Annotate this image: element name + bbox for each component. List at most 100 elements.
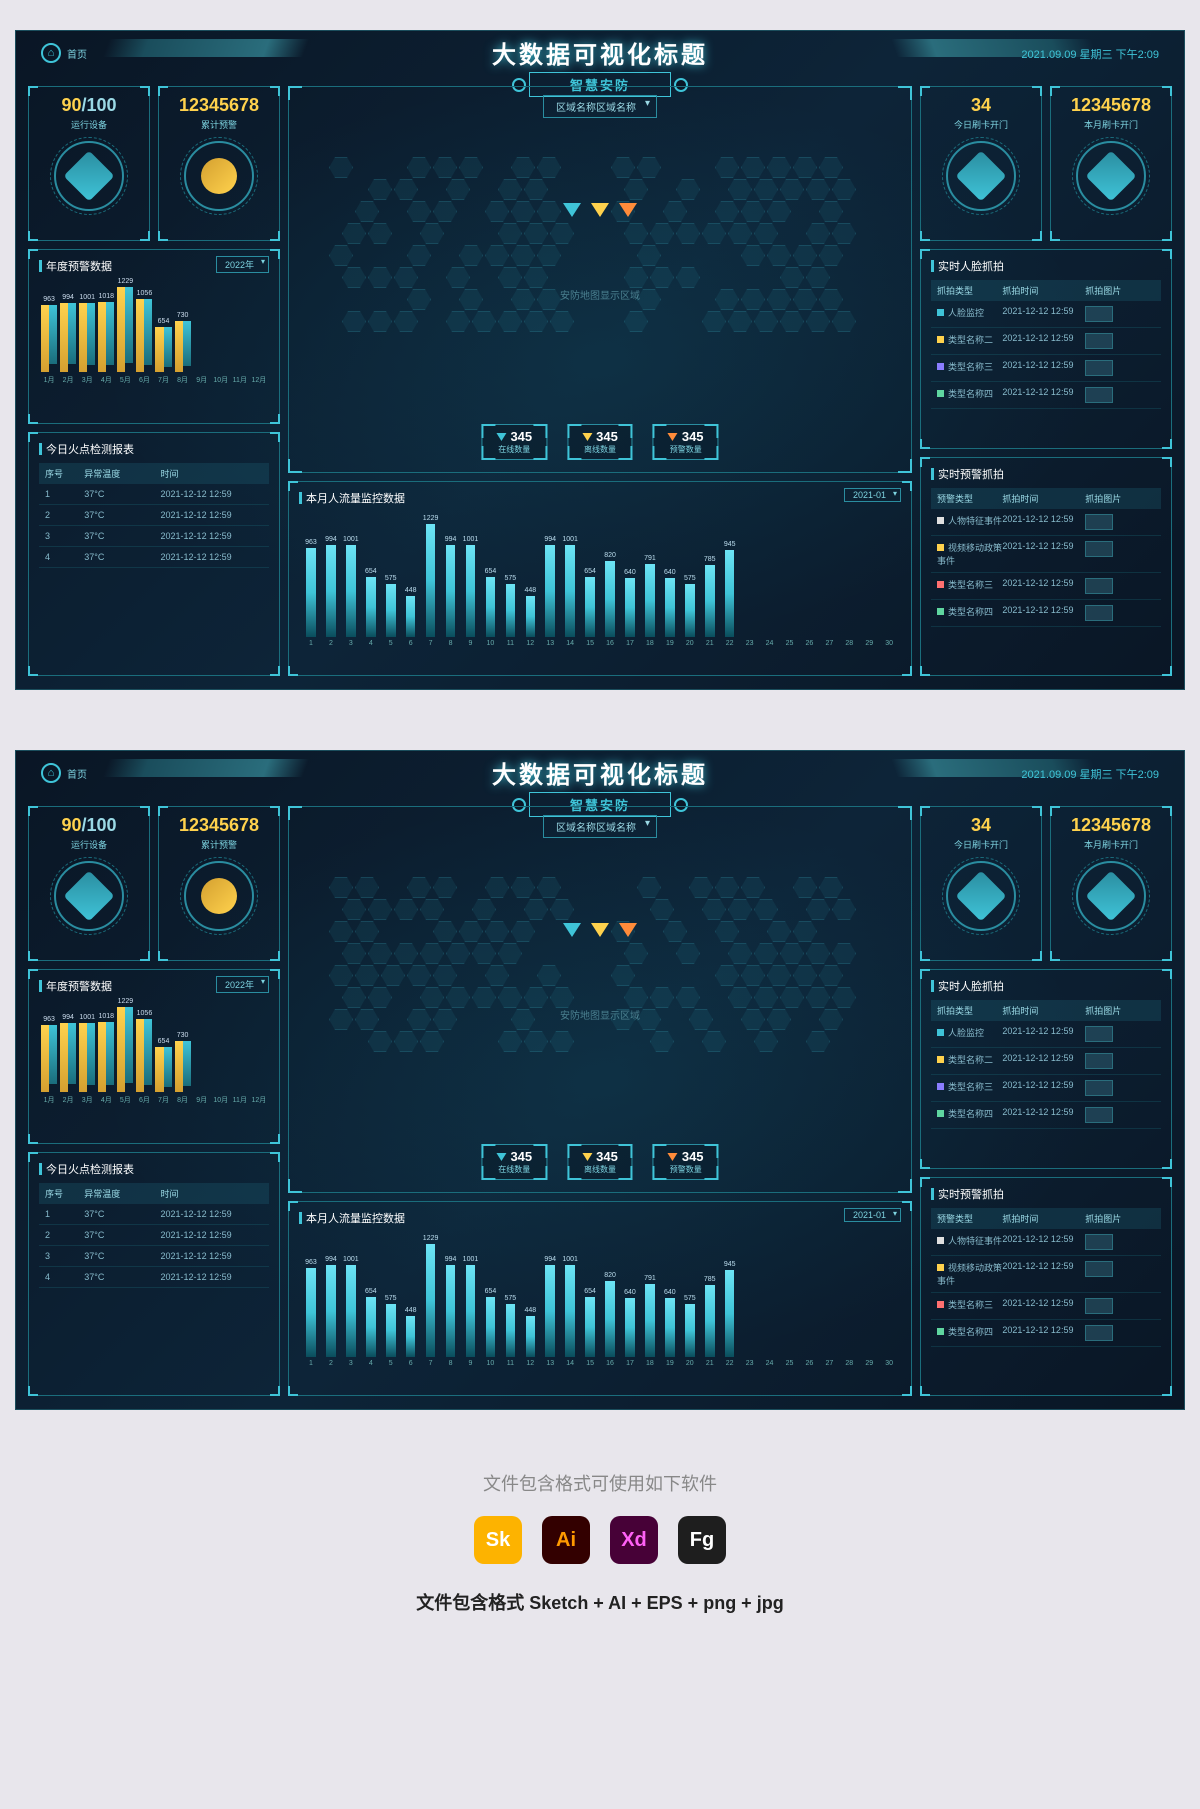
caption-area: 文件包含格式可使用如下软件 SkAiXdFg 文件包含格式 Sketch + A… [15, 1470, 1185, 1615]
annual-bar-chart: 963 1月 994 2月 1001 3月 1018 4月 1229 5月 10… [39, 280, 269, 385]
region-select[interactable]: 区域名称区域名称 [543, 815, 657, 838]
flow-bar: 1001 3 [343, 1256, 359, 1367]
alert-panel: 实时预警抓拍 预警类型抓拍时间抓拍图片人物特征事件2021-12-12 12:5… [920, 1177, 1172, 1396]
bar: 1056 6月 [136, 1010, 152, 1105]
thumbnail-placeholder [1085, 360, 1113, 376]
annual-bar-chart: 963 1月 994 2月 1001 3月 1018 4月 1229 5月 10… [39, 1000, 269, 1105]
table-row: 137°C2021-12-12 12:59 [39, 1204, 269, 1225]
flow-bar: 820 16 [602, 1272, 618, 1367]
year-select[interactable]: 2022年 [216, 976, 269, 993]
stat-box: 34 今日刷卡开门 [920, 86, 1042, 241]
stat-icon [54, 141, 124, 211]
flow-bar: 640 19 [662, 569, 678, 647]
flow-bar: 654 4 [363, 568, 379, 647]
home-link[interactable]: ⌂ 首页 [41, 763, 87, 783]
thumbnail-placeholder [1085, 1080, 1113, 1096]
table-row: 437°C2021-12-12 12:59 [39, 547, 269, 568]
flow-bar: 640 17 [622, 1289, 638, 1367]
month-select[interactable]: 2021-01 [844, 488, 901, 502]
face-table: 抓拍类型抓拍时间抓拍图片人脸监控2021-12-12 12:59类型名称二202… [931, 280, 1161, 409]
flow-bar: 29 [861, 635, 877, 647]
flow-bar: 575 20 [682, 575, 698, 647]
panel-title: 实时预警抓拍 [931, 1186, 1161, 1202]
map-stat: 345 在线数量 [481, 1144, 547, 1180]
flow-bar: 785 21 [702, 1276, 718, 1367]
flow-panel: 本月人流量监控数据 2021-01 963 1 994 2 1001 3 654… [288, 1201, 912, 1396]
bar: 1018 4月 [98, 1013, 114, 1105]
flow-bar: 575 11 [502, 1295, 518, 1367]
marker-yellow-icon [591, 923, 609, 937]
left-stats: 90/100 运行设备 12345678 累计预警 [28, 86, 280, 241]
region-select[interactable]: 区域名称区域名称 [543, 95, 657, 118]
home-link[interactable]: ⌂ 首页 [41, 43, 87, 63]
flow-bar: 640 17 [622, 569, 638, 647]
table-row: 类型名称四2021-12-12 12:59 [931, 1102, 1161, 1129]
flow-bar: 23 [742, 1355, 758, 1367]
hotspot-panel: 今日火点检测报表 序号异常温度时间137°C2021-12-12 12:5923… [28, 1152, 280, 1396]
flow-bar: 791 18 [642, 1275, 658, 1367]
panel-title: 今日火点检测报表 [39, 441, 269, 457]
flow-bar: 820 16 [602, 552, 618, 647]
right-stats: 34 今日刷卡开门 12345678 本月刷卡开门 [920, 806, 1172, 961]
flow-bar: 448 12 [522, 587, 538, 647]
map-area: 区域名称区域名称 安防地图显示区域 345 在线数量 345 离线数量 345 … [288, 86, 912, 473]
bar: 9月 [194, 370, 210, 385]
panel-title: 本月人流量监控数据 [299, 1210, 901, 1226]
flow-bar: 26 [801, 635, 817, 647]
alert-panel: 实时预警抓拍 预警类型抓拍时间抓拍图片人物特征事件2021-12-12 12:5… [920, 457, 1172, 676]
left-stats: 90/100 运行设备 12345678 累计预警 [28, 806, 280, 961]
thumbnail-placeholder [1085, 1053, 1113, 1069]
marker-cyan-icon [563, 203, 581, 217]
flow-bar: 30 [881, 635, 897, 647]
flow-bar: 28 [841, 1355, 857, 1367]
table-row: 类型名称四2021-12-12 12:59 [931, 382, 1161, 409]
alert-table: 预警类型抓拍时间抓拍图片人物特征事件2021-12-12 12:59视频移动政策… [931, 488, 1161, 627]
stat-box: 12345678 本月刷卡开门 [1050, 806, 1172, 961]
thumbnail-placeholder [1085, 333, 1113, 349]
flow-bar: 30 [881, 1355, 897, 1367]
flow-bar: 994 2 [323, 536, 339, 647]
dashboard: ⌂ 首页 大数据可视化标题 智慧安防 2021.09.09 星期三 下午2:09… [15, 750, 1185, 1410]
stat-label: 运行设备 [37, 118, 141, 131]
flow-bar: 575 5 [383, 575, 399, 647]
map-markers [563, 923, 637, 937]
panel-title: 今日火点检测报表 [39, 1161, 269, 1177]
bar: 994 2月 [60, 1014, 76, 1105]
table-row: 类型名称二2021-12-12 12:59 [931, 328, 1161, 355]
stat-icon [946, 861, 1016, 931]
stat-label: 累计预警 [167, 118, 271, 131]
table-row: 337°C2021-12-12 12:59 [39, 526, 269, 547]
flow-bar: 1001 14 [562, 536, 578, 647]
flow-bar: 24 [762, 635, 778, 647]
table-header: 抓拍类型抓拍时间抓拍图片 [931, 1000, 1161, 1021]
flow-bar: 654 10 [482, 568, 498, 647]
stat-icon [1076, 141, 1146, 211]
flow-bar: 1229 7 [423, 515, 439, 647]
flow-bar: 25 [782, 1355, 798, 1367]
home-label: 首页 [67, 46, 87, 61]
thumbnail-placeholder [1085, 605, 1113, 621]
flow-bar: 448 12 [522, 1307, 538, 1367]
month-select[interactable]: 2021-01 [844, 1208, 901, 1222]
year-select[interactable]: 2022年 [216, 256, 269, 273]
stat-box: 90/100 运行设备 [28, 86, 150, 241]
table-header: 序号异常温度时间 [39, 1183, 269, 1204]
flow-bar: 994 13 [542, 536, 558, 647]
sketch-icon: Sk [474, 1516, 522, 1564]
bar: 12月 [251, 370, 267, 385]
bar: 1001 3月 [79, 1014, 95, 1105]
thumbnail-placeholder [1085, 578, 1113, 594]
table-row: 视频移动政策事件2021-12-12 12:59 [931, 1256, 1161, 1293]
flow-bar: 26 [801, 1355, 817, 1367]
flow-bar: 994 2 [323, 1256, 339, 1367]
flow-bar: 28 [841, 635, 857, 647]
marker-orange-icon [619, 923, 637, 937]
flow-bar: 575 11 [502, 575, 518, 647]
table-header: 预警类型抓拍时间抓拍图片 [931, 1208, 1161, 1229]
map-stat: 345 在线数量 [481, 424, 547, 460]
table-header: 序号异常温度时间 [39, 463, 269, 484]
map-stat: 345 预警数量 [653, 1144, 719, 1180]
flow-panel: 本月人流量监控数据 2021-01 963 1 994 2 1001 3 654… [288, 481, 912, 676]
marker-orange-icon [619, 203, 637, 217]
stat-box: 34 今日刷卡开门 [920, 806, 1042, 961]
